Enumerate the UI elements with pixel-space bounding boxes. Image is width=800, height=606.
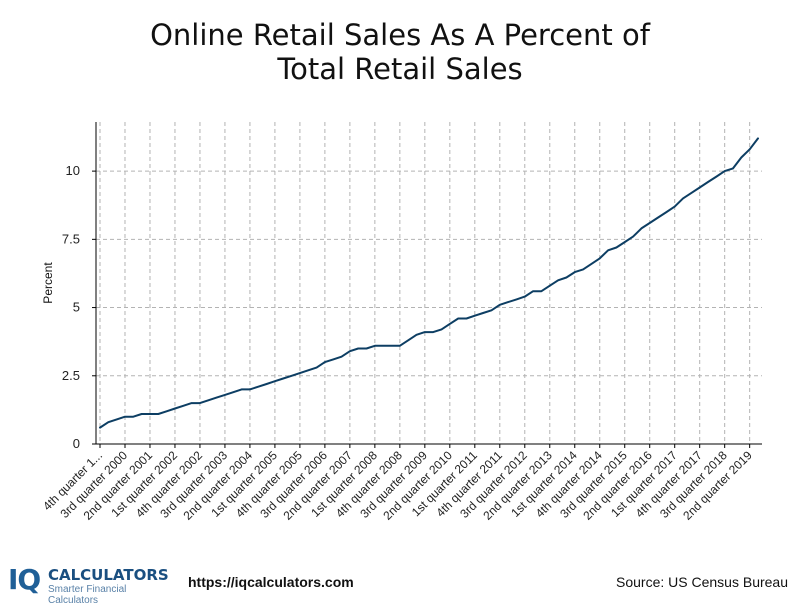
logo-mark: IQ — [8, 563, 41, 596]
source-note: Source: US Census Bureau — [616, 574, 788, 590]
y-tick-label: 2.5 — [62, 368, 80, 383]
series-line — [99, 137, 759, 429]
y-tick-label: 5 — [73, 300, 80, 315]
logo-name: CALCULATORS — [48, 566, 169, 584]
footer: IQ CALCULATORS Smarter Financial Calcula… — [0, 560, 800, 606]
y-tick-label: 0 — [73, 436, 80, 451]
site-url: https://iqcalculators.com — [188, 574, 354, 590]
iq-calculators-logo: IQ CALCULATORS Smarter Financial Calcula… — [8, 563, 169, 606]
chart-title-line-2: Total Retail Sales — [277, 52, 523, 86]
chart-title: Online Retail Sales As A Percent of Tota… — [0, 18, 800, 86]
y-tick-label: 7.5 — [62, 231, 80, 246]
y-tick-label: 10 — [66, 163, 80, 178]
chart-title-line-1: Online Retail Sales As A Percent of — [150, 18, 650, 52]
logo-tagline: Smarter Financial Calculators — [48, 584, 127, 606]
y-axis-label: Percent — [41, 262, 55, 304]
